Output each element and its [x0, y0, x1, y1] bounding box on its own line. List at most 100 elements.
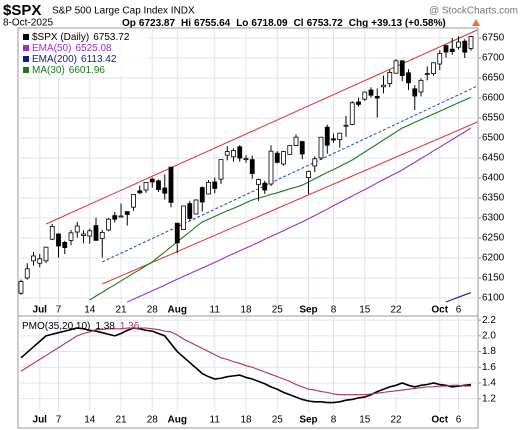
pmo-line	[20, 327, 471, 396]
pmo-value: 1.36	[120, 321, 140, 332]
pmo-panel	[17, 315, 479, 429]
symbol: $SPX	[3, 2, 41, 19]
candle-body	[62, 241, 68, 248]
candle-body	[224, 151, 230, 156]
x-tick-label: 21	[115, 305, 127, 316]
quote-label: Hi	[181, 18, 191, 29]
y-tick-label: 6450	[482, 153, 505, 164]
candle-body	[406, 72, 411, 84]
candle-body	[24, 268, 30, 279]
legend-value: 6113.42	[81, 54, 117, 65]
y-tick-label: 6250	[482, 233, 505, 244]
candle-body	[118, 215, 124, 218]
legend-entry: EMA(200) 6113.42	[32, 54, 117, 65]
pmo-plot	[18, 317, 478, 412]
y-tick-label: 6500	[482, 133, 505, 144]
candle-body	[206, 181, 211, 195]
x-tick-label: 11	[210, 305, 221, 316]
x-tick-label: 8	[331, 305, 337, 316]
pmo-value: 1.38	[95, 321, 115, 332]
candle-body	[381, 84, 386, 88]
candle-body	[443, 45, 449, 53]
overlay-line	[89, 96, 472, 301]
x-tick-label: 14	[84, 415, 96, 426]
y-tick-label: 6200	[482, 253, 505, 264]
pmo-line	[20, 327, 472, 404]
x-tick-label: 25	[272, 415, 284, 426]
y-tick-label: 1.2	[482, 393, 496, 404]
candle-body	[181, 205, 186, 231]
legend-value: 6753.72	[93, 32, 130, 43]
candle-body	[49, 225, 55, 240]
x-tick-label: Oct	[431, 415, 448, 426]
candle-body	[281, 151, 286, 165]
candle-body	[243, 157, 249, 160]
candle-body	[231, 149, 236, 158]
quote-value: 6723.87	[139, 18, 176, 29]
y-tick-label: 6150	[482, 273, 505, 284]
y-tick-label: 2.2	[482, 315, 496, 326]
x-tick-label: Sep	[299, 415, 317, 426]
candle-body	[293, 136, 299, 146]
candle-body	[99, 231, 105, 239]
candle-body	[262, 182, 268, 191]
x-tick-label: Oct	[431, 305, 448, 316]
x-tick-label: 15	[359, 305, 371, 316]
quote-label: Lo	[236, 18, 248, 29]
pmo-title: PMO(35,20,10)	[22, 321, 90, 332]
legend-swatch	[23, 67, 29, 73]
candle-body	[412, 88, 418, 97]
candle-body	[431, 62, 436, 74]
candle-body	[193, 199, 199, 215]
y-tick-label: 6300	[482, 213, 505, 224]
y-tick-label: 6350	[482, 193, 505, 204]
y-tick-label: 2.0	[482, 330, 496, 341]
x-tick-label: 21	[115, 415, 127, 426]
candle-body	[362, 91, 368, 100]
x-tick-label: Jul	[33, 305, 48, 316]
x-tick-label: 22	[390, 415, 402, 426]
triangle-icon	[472, 19, 480, 26]
legend-swatch	[23, 45, 29, 51]
candle-body	[149, 178, 155, 183]
y-tick-label: 6100	[482, 293, 505, 304]
candle-body	[349, 102, 355, 125]
candle-body	[256, 179, 261, 185]
x-tick-label: 11	[210, 415, 221, 426]
candle-body	[199, 187, 205, 203]
legend-box	[20, 30, 148, 76]
candle-body	[331, 138, 336, 141]
candle-body	[318, 136, 324, 159]
candle-body	[456, 41, 461, 48]
x-tick-label: 7	[56, 305, 62, 316]
candle-body	[449, 48, 455, 53]
legend-name: MA(30)	[32, 65, 65, 76]
pmo-legend: PMO(35,20,10) 1.38 1.36	[22, 321, 140, 332]
candle-body	[68, 232, 74, 241]
x-tick-label: 15	[359, 415, 371, 426]
candle-body	[468, 36, 474, 49]
trendline	[102, 85, 478, 263]
candle-body	[393, 60, 399, 74]
candle-body	[18, 281, 24, 294]
candle-body	[387, 72, 393, 85]
x-tick-label: 14	[84, 305, 96, 316]
candle-body	[337, 132, 343, 140]
x-tick-label: Aug	[168, 305, 187, 316]
x-tick-label: 28	[147, 415, 159, 426]
date: 8-Oct-2025	[3, 18, 53, 29]
candle-body	[87, 230, 93, 237]
candle-body	[299, 141, 305, 155]
candle-body	[249, 159, 255, 175]
candle-body	[324, 126, 330, 146]
quote: Op 6723.87 Hi 6755.64 Lo 6718.09 Cl 6753.72 Chg +…	[122, 18, 446, 29]
candle-body	[399, 60, 405, 76]
candle-body	[124, 211, 130, 215]
candle-body	[112, 215, 118, 220]
legend-swatch	[23, 34, 29, 40]
candle-body	[462, 40, 468, 53]
y-tick-label: 6550	[482, 113, 505, 124]
x-tick-label: 18	[240, 305, 252, 316]
x-tick-label: 7	[56, 415, 62, 426]
quote-label: Op	[122, 18, 136, 29]
